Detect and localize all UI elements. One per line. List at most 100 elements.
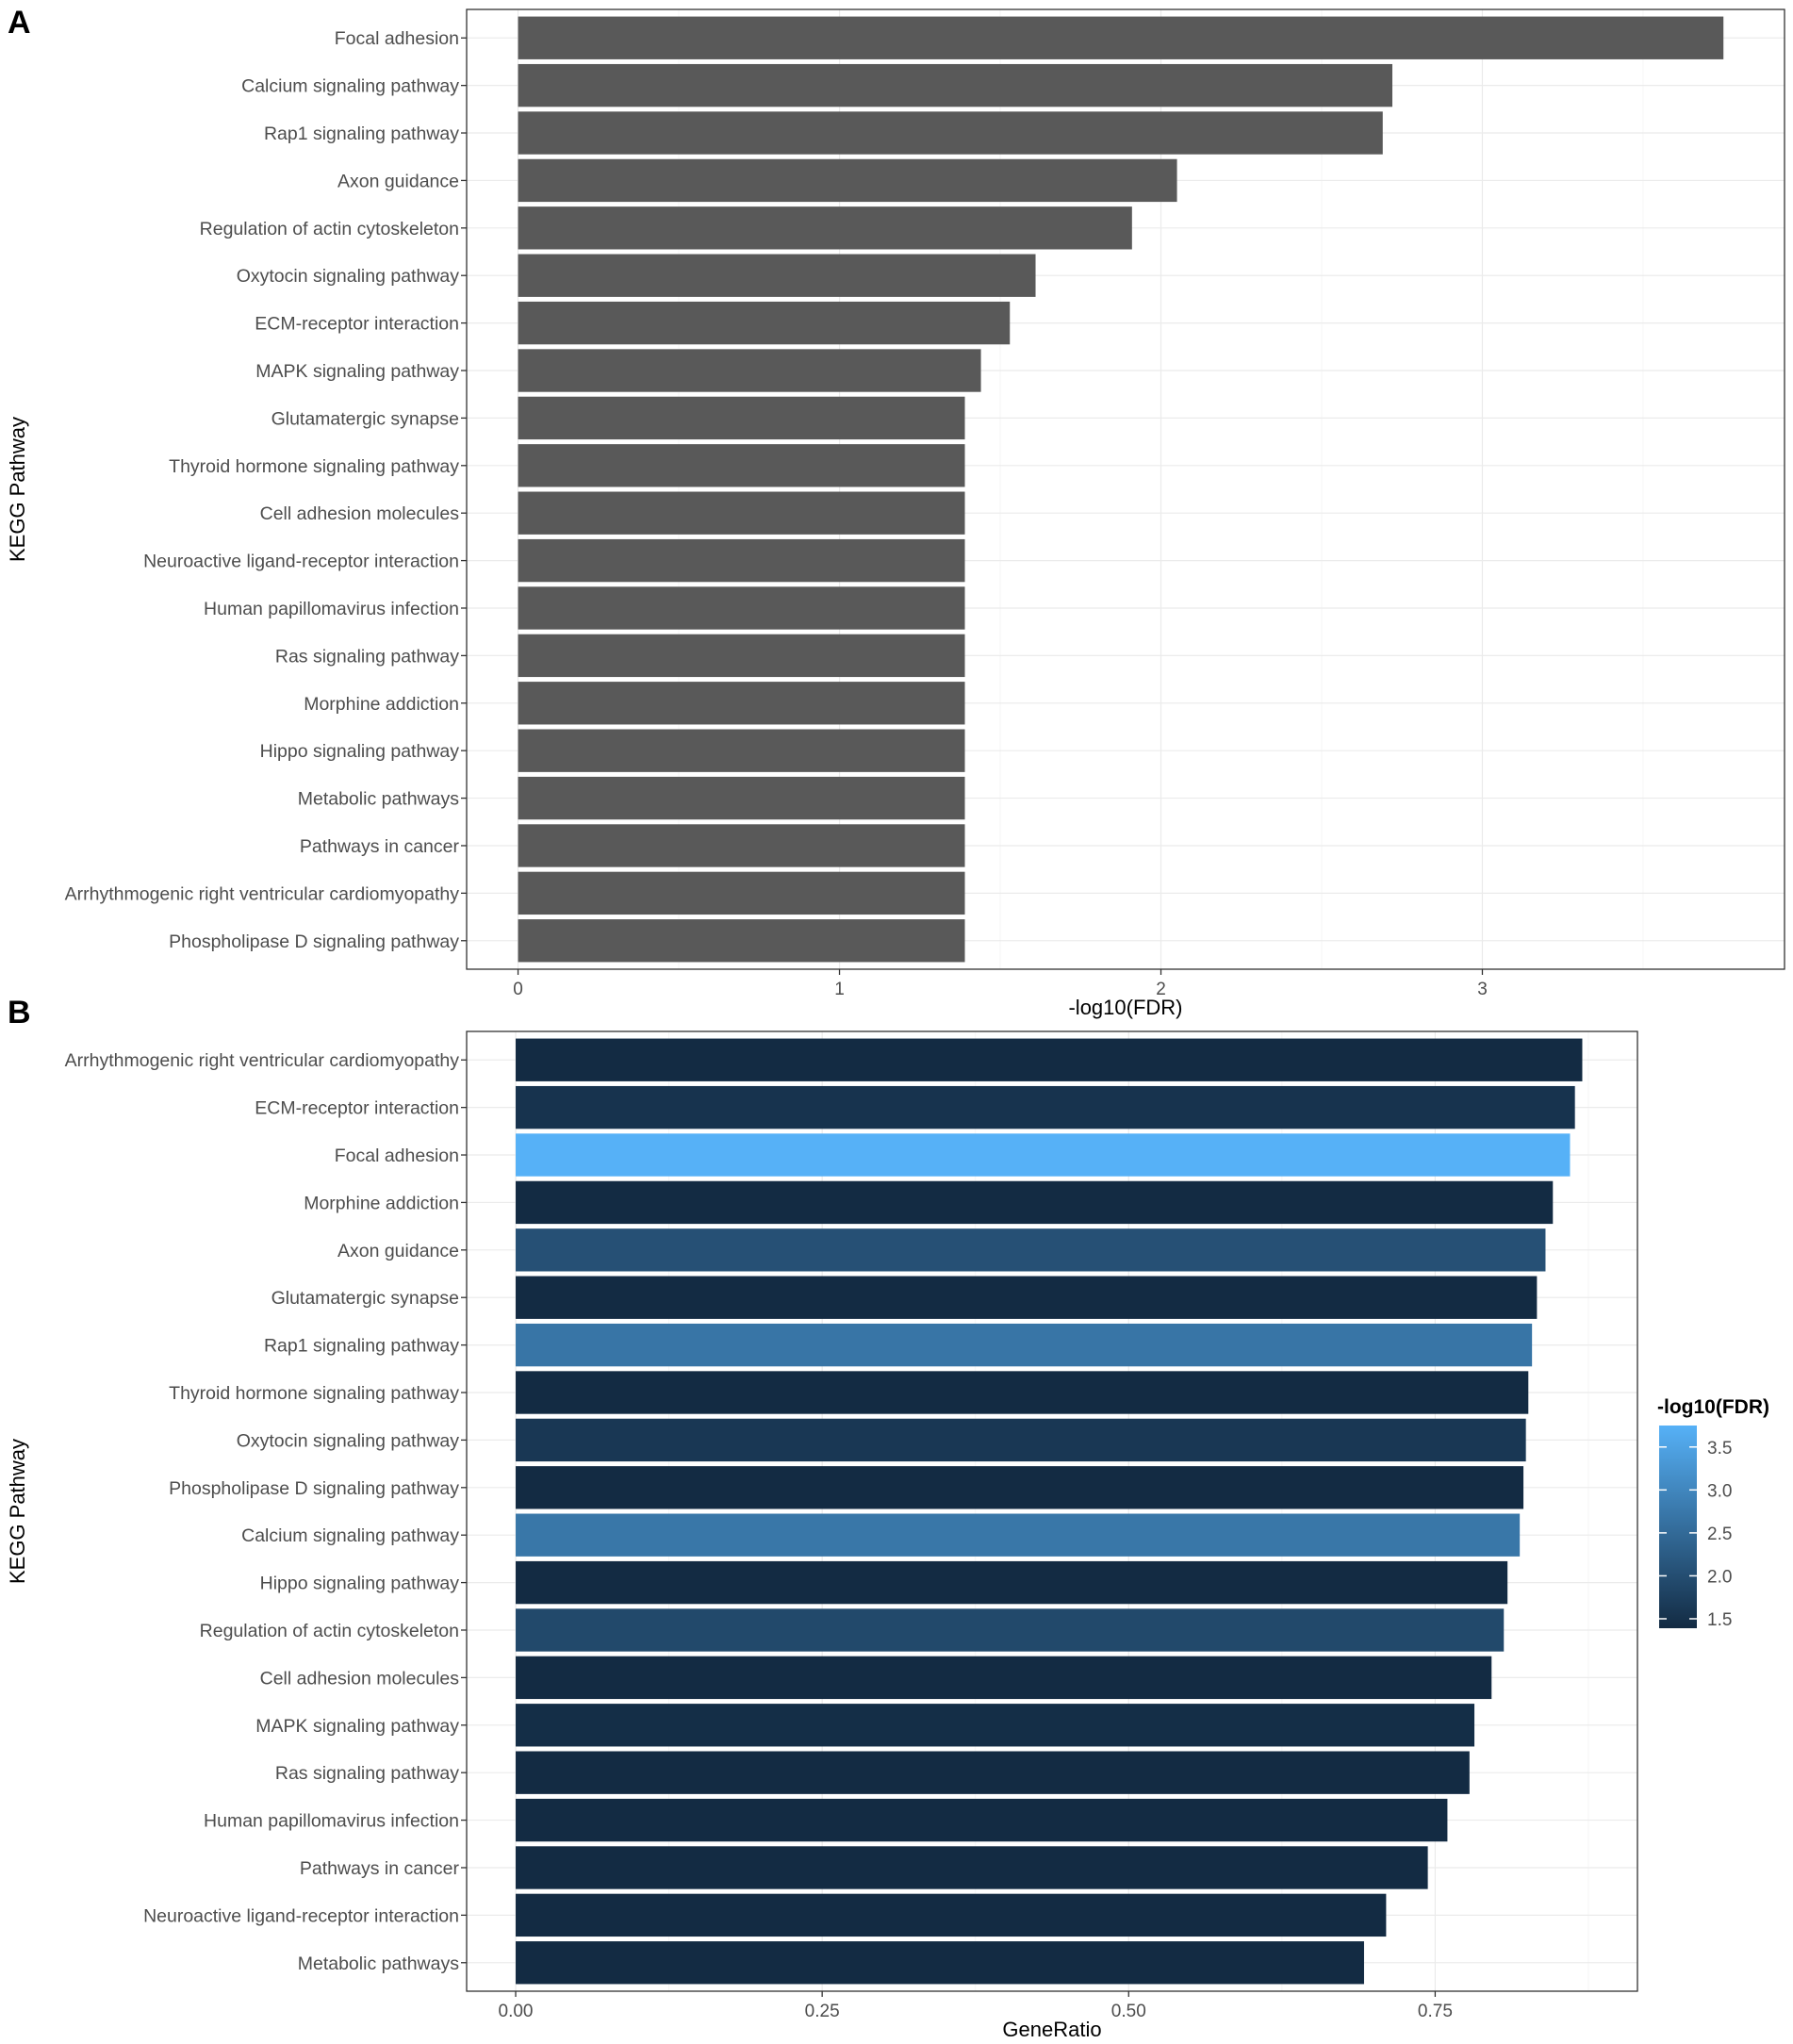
bar [518, 444, 965, 487]
panel-b-letter: B [8, 995, 31, 1030]
bar [516, 1608, 1505, 1652]
panel-b-x-axis-title: GeneRatio [1002, 2018, 1101, 2041]
category-label: Phospholipase D signaling pathway [169, 1478, 459, 1499]
bar [518, 682, 965, 725]
bar [516, 1513, 1521, 1557]
category-label: Calcium signaling pathway [241, 76, 459, 97]
category-label: Hippo signaling pathway [260, 741, 460, 762]
panel-a-border [466, 8, 1785, 970]
bar [516, 1276, 1538, 1319]
colorbar-gradient [1659, 1426, 1697, 1628]
colorbar-tick-label: 2.5 [1707, 1525, 1732, 1544]
bar [518, 586, 965, 630]
x-tick-label: 3 [1477, 980, 1488, 999]
bar [518, 158, 1177, 203]
panel-b-x-ticks: 0.00 0.25 0.50 0.75 [499, 1991, 1453, 2021]
category-label: Morphine addiction [304, 1193, 459, 1213]
bar [516, 1751, 1470, 1794]
panel-b-category-labels: Arrhythmogenic right ventricular cardiom… [65, 1050, 467, 1974]
bar [516, 1466, 1524, 1509]
bar [516, 1560, 1508, 1605]
category-label: Human papillomavirus infection [204, 599, 459, 619]
bar [518, 254, 1036, 297]
panel-a-letter: A [8, 5, 31, 41]
bar [516, 1085, 1575, 1129]
bar [518, 871, 965, 915]
category-label: Axon guidance [337, 171, 459, 191]
bar [516, 1656, 1492, 1700]
category-label: MAPK signaling pathway [255, 1716, 459, 1737]
category-label: ECM-receptor interaction [255, 314, 459, 335]
category-label: Focal adhesion [335, 1146, 459, 1166]
bar [516, 1704, 1475, 1747]
category-label: Arrhythmogenic right ventricular cardiom… [65, 883, 460, 904]
category-label: Cell adhesion molecules [260, 1668, 460, 1689]
bar [518, 919, 965, 963]
bar [518, 63, 1393, 107]
category-label: Rap1 signaling pathway [264, 1336, 459, 1357]
colorbar-title: -log10(FDR) [1657, 1396, 1769, 1418]
bar [518, 729, 965, 772]
panel-a-bars [518, 16, 1724, 963]
bar [518, 301, 1011, 345]
category-label: Regulation of actin cytoskeleton [200, 219, 459, 239]
category-label: Glutamatergic synapse [271, 408, 459, 429]
category-label: ECM-receptor interaction [255, 1098, 459, 1119]
bar [518, 776, 965, 820]
bar [518, 396, 965, 440]
bar [516, 1180, 1554, 1225]
colorbar-tick-label: 2.0 [1707, 1567, 1732, 1587]
category-label: Ras signaling pathway [275, 646, 459, 667]
x-tick-label: 2 [1156, 980, 1166, 999]
category-label: Regulation of actin cytoskeleton [200, 1621, 459, 1641]
x-tick-label: 0 [513, 980, 523, 999]
category-label: Thyroid hormone signaling pathway [169, 456, 459, 477]
category-label: Cell adhesion molecules [260, 503, 460, 524]
panel-b-border [466, 1030, 1638, 1992]
category-label: Phospholipase D signaling pathway [169, 931, 459, 952]
bar [518, 349, 981, 392]
x-tick-label: 0.50 [1111, 2002, 1146, 2021]
panel-b-chart: B Arrhythmogenic right ventricular cardi… [6, 995, 1769, 2041]
bar [518, 16, 1724, 59]
category-label: MAPK signaling pathway [255, 361, 459, 382]
category-label: Glutamatergic synapse [271, 1288, 459, 1309]
panel-a-chart: A Focal adhesion Calcium signaling pathwa… [6, 5, 1785, 1019]
x-tick-label: 0.25 [805, 2002, 840, 2021]
category-label: Morphine addiction [304, 694, 459, 715]
bar [518, 206, 1132, 250]
category-label: Neuroactive ligand-receptor interaction [143, 1905, 459, 1926]
colorbar-tick-label: 3.5 [1707, 1439, 1732, 1459]
bar [516, 1941, 1364, 1985]
bar [516, 1371, 1529, 1414]
panel-a-x-ticks: 0 1 2 3 [513, 969, 1488, 999]
bar [518, 824, 965, 867]
category-label: Human papillomavirus infection [204, 1811, 459, 1832]
colorbar-ticks: 1.5 2.0 2.5 3.0 3.5 [1659, 1439, 1732, 1630]
category-label: Hippo signaling pathway [260, 1574, 460, 1594]
bar [518, 634, 965, 678]
bar [518, 491, 965, 535]
bar [516, 1893, 1387, 1937]
category-label: Pathways in cancer [300, 1858, 460, 1879]
bar [518, 111, 1383, 155]
panel-b-bars [516, 1038, 1583, 1985]
colorbar-tick-label: 1.5 [1707, 1610, 1732, 1630]
category-label: Axon guidance [337, 1241, 459, 1261]
x-tick-label: 0.75 [1418, 2002, 1453, 2021]
panel-a-x-axis-title: -log10(FDR) [1068, 996, 1182, 1019]
category-label: Calcium signaling pathway [241, 1525, 459, 1546]
panel-a-category-labels: Focal adhesion Calcium signaling pathway R… [65, 28, 467, 952]
category-label: Metabolic pathways [298, 789, 460, 810]
category-label: Pathways in cancer [300, 836, 460, 857]
bar [516, 1798, 1448, 1842]
category-label: Rap1 signaling pathway [264, 124, 459, 144]
category-label: Focal adhesion [335, 28, 459, 49]
bar [516, 1418, 1526, 1462]
bar [516, 1228, 1546, 1272]
x-tick-label: 1 [834, 980, 845, 999]
category-label: Neuroactive ligand-receptor interaction [143, 552, 459, 572]
bar [516, 1323, 1533, 1367]
category-label: Oxytocin signaling pathway [237, 1430, 460, 1451]
category-label: Metabolic pathways [298, 1953, 460, 1974]
